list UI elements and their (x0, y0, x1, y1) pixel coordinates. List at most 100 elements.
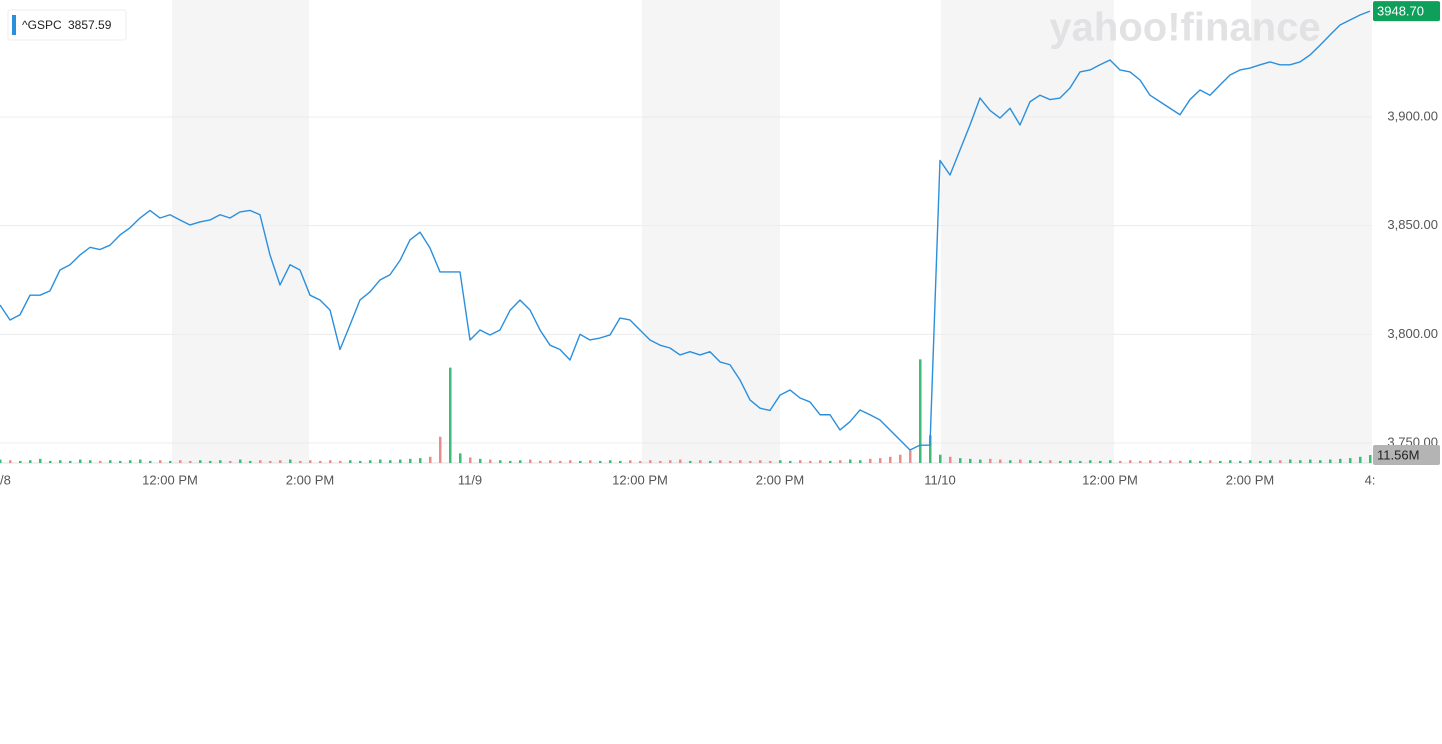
volume-bar (1179, 460, 1182, 463)
volume-bar (539, 460, 542, 463)
volume-bar (99, 460, 102, 463)
volume-bar (1139, 460, 1142, 463)
volume-bar (469, 457, 472, 463)
volume-bar (359, 460, 362, 463)
volume-bar (899, 454, 902, 463)
volume-bar (199, 460, 202, 463)
volume-bar (229, 460, 232, 463)
volume-bar (1069, 460, 1072, 463)
volume-bar (1299, 460, 1302, 463)
volume-bar (339, 460, 342, 463)
volume-bar (619, 460, 622, 463)
volume-bar (819, 460, 822, 463)
volume-bar (729, 460, 732, 463)
volume-bar (849, 459, 852, 463)
volume-bar (249, 460, 252, 463)
volume-bar (259, 460, 262, 463)
volume-bar (1159, 460, 1162, 463)
session-band (941, 0, 1114, 463)
volume-bar (669, 460, 672, 463)
volume-bar (1079, 460, 1082, 463)
volume-bar (979, 459, 982, 463)
badge-box (1373, 445, 1440, 466)
volume-bar (509, 460, 512, 463)
volume-bar (799, 460, 802, 463)
volume-bar (719, 460, 722, 463)
volume-bar (1149, 460, 1152, 463)
volume-bar (1249, 460, 1252, 463)
x-tick-label: 4: (1365, 472, 1376, 487)
x-tick-label: 11/10 (924, 472, 956, 487)
volume-bar (969, 458, 972, 463)
volume-bar (349, 460, 352, 463)
volume-bar (549, 460, 552, 463)
x-tick-label: 2:00 PM (756, 472, 804, 487)
volume-bar (69, 460, 72, 463)
volume-bar (629, 460, 632, 463)
volume-bar (649, 460, 652, 463)
volume-bar (129, 460, 132, 463)
x-tick-label: 2:00 PM (286, 472, 334, 487)
x-tick-label: 12:00 PM (142, 472, 198, 487)
watermark: yahoo!finance (1049, 6, 1320, 50)
volume-bar (929, 435, 932, 463)
volume-bar (709, 460, 712, 463)
volume-bar (789, 460, 792, 463)
volume-bar (279, 460, 282, 463)
volume-bar (1209, 460, 1212, 463)
x-tick-label: 12:00 PM (1082, 472, 1138, 487)
volume-bar (1259, 460, 1262, 463)
volume-bar (679, 459, 682, 463)
badge-label: 3948.70 (1377, 4, 1424, 19)
volume-bar (1339, 458, 1342, 463)
x-tick-label: 11/9 (458, 472, 482, 487)
volume-bar (749, 460, 752, 463)
volume-bar (289, 459, 292, 463)
volume-bar (1359, 456, 1362, 463)
volume-bar (959, 458, 962, 463)
volume-bar (839, 460, 842, 463)
session-band (642, 0, 780, 463)
legend-name: ^GSPC (22, 18, 62, 32)
volume-bar (1319, 460, 1322, 463)
volume-bar (879, 458, 882, 463)
volume-bar (79, 459, 82, 463)
volume-bar (59, 460, 62, 463)
volume-bar (1219, 460, 1222, 463)
volume-bar (999, 459, 1002, 463)
volume-bar (1239, 460, 1242, 463)
volume-bar (739, 460, 742, 463)
volume-bar (1109, 460, 1112, 463)
volume-bar (689, 460, 692, 463)
volume-bar (49, 460, 52, 463)
legend-box (7, 9, 127, 41)
volume-bar (949, 456, 952, 463)
volume-bar (1169, 460, 1172, 463)
volume-bar (559, 460, 562, 463)
volume-bar (1049, 460, 1052, 463)
volume-bar (1029, 460, 1032, 463)
volume-bar (119, 460, 122, 463)
value-badge: 3948.70 (1373, 1, 1440, 22)
volume-bar (519, 460, 522, 463)
volume-bar (1199, 460, 1202, 463)
volume-bar (429, 456, 432, 463)
volume-bar (1279, 460, 1282, 463)
volume-bar (299, 460, 302, 463)
y-tick-label: 3,850.00 (1387, 217, 1438, 232)
volume-bar (379, 459, 382, 463)
badge-label: 11.56M (1377, 447, 1419, 462)
volume-bar (29, 460, 32, 463)
volume-bar (479, 458, 482, 463)
volume-bar (1269, 460, 1272, 463)
volume-bar (779, 460, 782, 463)
volume-bar (989, 458, 992, 463)
legend: ^GSPC 3857.59 (7, 9, 127, 41)
volume-bar (399, 459, 402, 463)
volume-bar (889, 456, 892, 463)
volume-bar (569, 460, 572, 463)
volume-bar (1089, 460, 1092, 463)
badge-box (1373, 1, 1440, 22)
y-tick-label: 3,800.00 (1387, 326, 1438, 341)
volume-bar (459, 453, 462, 463)
